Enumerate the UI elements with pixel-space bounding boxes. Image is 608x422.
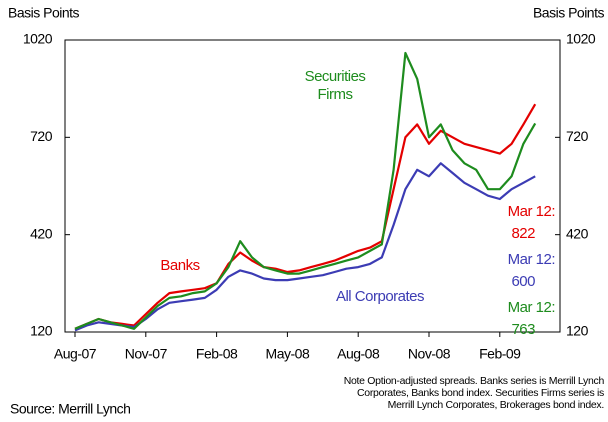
series-line [74,51,537,330]
x-tick-label: Nov-07 [125,346,168,362]
end-date-label: Mar 12: [508,203,555,220]
y2-tick-label: 420 [566,225,589,241]
series-label: Securities Firms [304,68,366,103]
y-tick-label: 120 [30,323,53,339]
x-tick-label: Nov-08 [408,346,451,362]
x-tick-label: Feb-09 [479,346,521,362]
y-tick-label: 1020 [23,31,53,47]
x-tick-label: Aug-07 [54,346,97,362]
y2-tick-label: 1020 [566,31,596,47]
plot-frame [64,39,561,333]
x-tick-label: Feb-08 [196,346,238,362]
y2-axis-label: Basis Points [533,5,605,21]
end-value-label: 763 [511,321,535,338]
y2-tick-label: 120 [566,323,589,339]
x-tick-label: Aug-08 [337,346,380,362]
note: Merrill Lynch Corporates, Brokerages bon… [388,399,604,411]
note: Corporates, Banks bond index. Securities… [357,387,604,399]
y-tick-label: 720 [30,128,53,144]
end-value-label: 600 [511,273,535,290]
end-date-label: Mar 12: [508,251,555,268]
y2-tick-label: 720 [566,128,589,144]
series-line [74,103,537,330]
series-label: Banks [160,257,200,274]
end-value-label: 822 [511,225,535,242]
y-axis-label: Basis Points [8,5,80,21]
end-date-label: Mar 12: [508,299,555,316]
series-label: All Corporates [335,288,425,305]
note: Note Option-adjusted spreads. Banks seri… [344,375,605,387]
series-line [74,162,536,332]
x-tick-label: May-08 [266,346,310,362]
y-tick-label: 420 [30,225,53,241]
source: Source: Merrill Lynch [10,401,130,417]
